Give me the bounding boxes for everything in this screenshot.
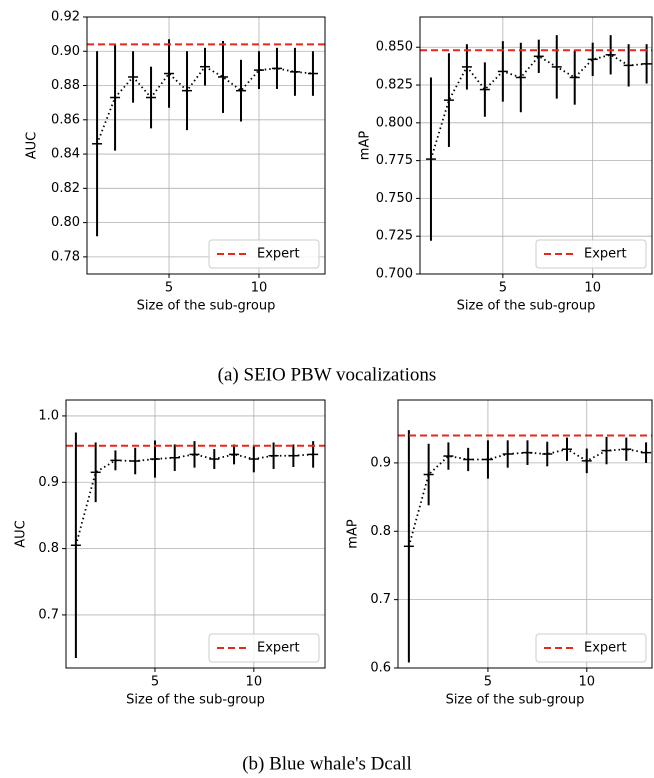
subplot: 5 10 0.6 0.7 0.8 0.9 Expert Size of the sub-gro… xyxy=(346,399,653,708)
legend-box xyxy=(535,239,647,269)
x-tick-label: 10 xyxy=(251,281,268,296)
x-axis-label: Size of the sub-group xyxy=(446,693,585,708)
x-axis-label: Size of the sub-group xyxy=(126,693,265,708)
y-tick-label: 0.92 xyxy=(51,10,80,25)
y-tick-label: 0.7 xyxy=(38,607,59,622)
subplot: 5 10 0.700 0.725 0.750 0.775 0.800 0.825 0.850 Ex… xyxy=(358,16,653,314)
axes-frame xyxy=(397,399,653,669)
caption: (b) Blue whale's Dcall xyxy=(242,753,412,774)
y-tick-label: 0.850 xyxy=(376,40,413,55)
x-tick-label: 5 xyxy=(499,281,507,296)
axes-frame xyxy=(419,16,653,275)
x-tick-label: 5 xyxy=(165,281,173,296)
x-tick-label: 10 xyxy=(246,675,263,690)
y-tick-label: 0.8 xyxy=(38,541,59,556)
y-tick-label: 0.78 xyxy=(51,249,80,264)
x-tick-label: 5 xyxy=(484,675,492,690)
axes-frame xyxy=(86,16,326,275)
legend-label: Expert xyxy=(584,641,627,656)
legend-box xyxy=(535,633,647,663)
y-tick-label: 0.88 xyxy=(51,78,80,93)
legend-box xyxy=(208,239,320,269)
x-tick-label: 10 xyxy=(578,675,595,690)
legend-box xyxy=(208,633,320,663)
y-tick-label: 0.725 xyxy=(376,229,413,244)
y-tick-label: 0.80 xyxy=(51,215,80,230)
y-axis-label: mAP xyxy=(358,131,373,161)
y-tick-label: 0.700 xyxy=(376,267,413,282)
y-tick-label: 1.0 xyxy=(38,408,59,423)
y-tick-label: 0.775 xyxy=(376,153,413,168)
y-tick-label: 0.6 xyxy=(370,661,391,676)
y-tick-label: 0.86 xyxy=(51,112,80,127)
y-tick-label: 0.9 xyxy=(370,455,391,470)
subplot: 5 10 0.7 0.8 0.9 1.0 Expert Size of the sub-gro… xyxy=(14,399,326,708)
y-tick-label: 0.9 xyxy=(38,475,59,490)
y-axis-label: mAP xyxy=(346,519,361,549)
y-axis-label: AUC xyxy=(25,132,40,160)
y-axis-label: AUC xyxy=(14,520,29,548)
x-tick-label: 10 xyxy=(584,281,601,296)
legend-label: Expert xyxy=(257,247,300,262)
mean-line xyxy=(75,453,314,546)
y-tick-label: 0.7 xyxy=(370,592,391,607)
x-axis-label: Size of the sub-group xyxy=(137,299,276,314)
y-tick-label: 0.82 xyxy=(51,181,80,196)
legend-label: Expert xyxy=(584,247,627,262)
y-tick-label: 0.90 xyxy=(51,44,80,59)
y-tick-label: 0.8 xyxy=(370,524,391,539)
y-tick-label: 0.800 xyxy=(376,115,413,130)
axes-frame xyxy=(65,399,326,669)
y-tick-label: 0.825 xyxy=(376,78,413,93)
subplot: 5 10 0.78 0.80 0.82 0.84 0.86 0.88 0.90 0.92 Exper… xyxy=(25,10,326,314)
y-tick-label: 0.750 xyxy=(376,191,413,206)
caption: (a) SEIO PBW vocalizations xyxy=(218,364,437,385)
x-tick-label: 5 xyxy=(151,675,159,690)
y-tick-label: 0.84 xyxy=(51,147,80,162)
legend-label: Expert xyxy=(257,641,300,656)
x-axis-label: Size of the sub-group xyxy=(457,299,596,314)
